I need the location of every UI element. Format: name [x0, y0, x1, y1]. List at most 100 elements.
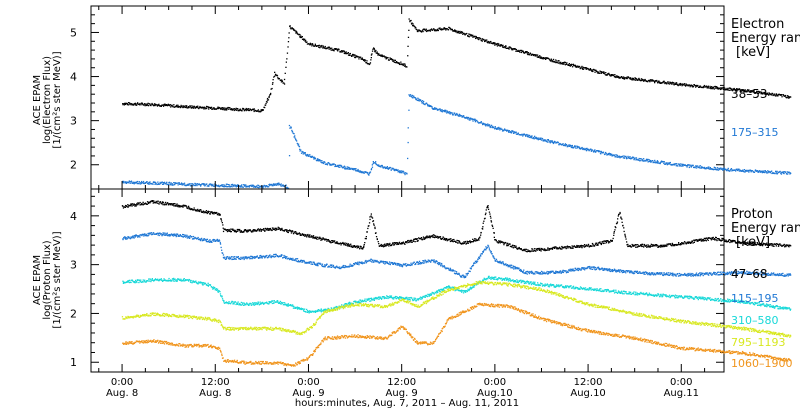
- proton-data-point: [376, 238, 378, 241]
- electron-data-point: [400, 61, 402, 63]
- proton-data-point: [343, 266, 345, 268]
- electron-data-point: [221, 184, 223, 186]
- proton-data-point: [220, 220, 223, 222]
- proton-data-point: [730, 241, 732, 243]
- electron-data-point: [485, 123, 487, 125]
- proton-data-point: [548, 272, 550, 274]
- proton-data-point: [154, 202, 157, 204]
- electron-data-point: [206, 105, 208, 108]
- electron-data-point: [707, 166, 709, 168]
- proton-data-point: [386, 261, 388, 263]
- proton-data-point: [501, 261, 504, 263]
- proton-data-point: [619, 212, 621, 215]
- proton-data-point: [234, 229, 236, 232]
- electron-data-point: [164, 104, 166, 107]
- electron-data-point: [683, 164, 685, 166]
- electron-data-point: [487, 42, 489, 44]
- proton-data-point: [197, 210, 200, 212]
- electron-data-point: [322, 161, 324, 164]
- proton-ytick-label: 4: [70, 210, 77, 223]
- proton-data-point: [466, 242, 468, 244]
- electron-data-point: [242, 107, 244, 110]
- electron-data-point: [392, 58, 394, 61]
- electron-data-point: [289, 27, 292, 29]
- proton-data-point: [761, 243, 763, 245]
- electron-data-point: [539, 56, 542, 58]
- proton-data-point: [606, 240, 608, 242]
- electron-data-point: [714, 167, 716, 169]
- electron-data-point: [571, 64, 573, 66]
- proton-data-point: [266, 229, 268, 231]
- electron-data-point: [158, 104, 160, 107]
- proton-data-point: [300, 234, 302, 236]
- proton-data-point: [419, 262, 422, 264]
- electron-data-point: [552, 58, 555, 61]
- proton-data-point: [216, 211, 218, 214]
- proton-data-point: [251, 256, 254, 258]
- electron-data-point: [500, 127, 502, 129]
- electron-data-point: [151, 103, 154, 106]
- electron-data-point: [133, 181, 135, 183]
- electron-data-point: [461, 31, 464, 33]
- proton-data-point: [567, 246, 570, 248]
- proton-data-point: [283, 230, 286, 232]
- proton-data-point: [364, 237, 366, 240]
- electron-data-point: [348, 168, 351, 170]
- proton-data-point: [525, 271, 527, 273]
- electron-data-point: [136, 180, 139, 183]
- proton-data-point: [667, 244, 669, 246]
- electron-data-point: [375, 162, 377, 165]
- proton-data-point: [659, 245, 661, 247]
- electron-data-point: [188, 184, 190, 186]
- proton-data-point: [205, 240, 208, 243]
- electron-data-point: [303, 39, 305, 41]
- proton-data-point: [516, 247, 518, 250]
- electron-data-point: [562, 62, 564, 64]
- electron-data-point: [691, 164, 693, 167]
- electron-data-point: [385, 167, 387, 169]
- proton-data-point: [378, 262, 380, 264]
- proton-data-point: [444, 238, 446, 240]
- proton-data-point: [543, 272, 546, 274]
- electron-data-point: [162, 105, 165, 107]
- proton-data-point: [467, 242, 469, 244]
- electron-data-point: [165, 182, 167, 184]
- electron-data-point: [311, 155, 314, 158]
- electron-data-point: [508, 131, 510, 133]
- electron-data-point: [141, 180, 143, 183]
- proton-data-point: [263, 229, 265, 231]
- proton-data-point: [339, 242, 342, 244]
- electron-data-point: [651, 80, 653, 82]
- electron-data-point: [298, 146, 301, 148]
- electron-data-point: [296, 33, 299, 35]
- proton-data-point: [338, 243, 341, 245]
- electron-data-point: [138, 182, 140, 185]
- proton-data-point: [329, 266, 331, 268]
- proton-data-point: [495, 240, 497, 242]
- proton-data-point: [474, 262, 476, 264]
- proton-data-point: [330, 242, 332, 244]
- proton-data-point: [194, 209, 196, 211]
- electron-data-point: [145, 104, 148, 107]
- electron-data-point: [774, 172, 776, 175]
- electron-data-point: [597, 150, 599, 152]
- electron-data-point: [285, 61, 287, 63]
- proton-data-point: [263, 228, 265, 230]
- proton-data-point: [182, 236, 185, 238]
- proton-data-point: [276, 255, 278, 257]
- electron-data-point: [364, 171, 366, 173]
- proton-data-point: [421, 262, 423, 264]
- electron-data-point: [204, 185, 206, 187]
- proton-data-point: [220, 218, 222, 220]
- proton-data-point: [524, 272, 526, 275]
- proton-data-point: [764, 243, 766, 245]
- proton-data-point: [514, 246, 516, 249]
- electron-data-point: [278, 182, 280, 184]
- electron-data-point: [352, 168, 354, 170]
- electron-data-point: [475, 35, 477, 38]
- electron-data-point: [396, 61, 398, 63]
- proton-data-point: [655, 245, 657, 247]
- proton-data-point: [544, 272, 546, 274]
- electron-data-point: [213, 107, 215, 109]
